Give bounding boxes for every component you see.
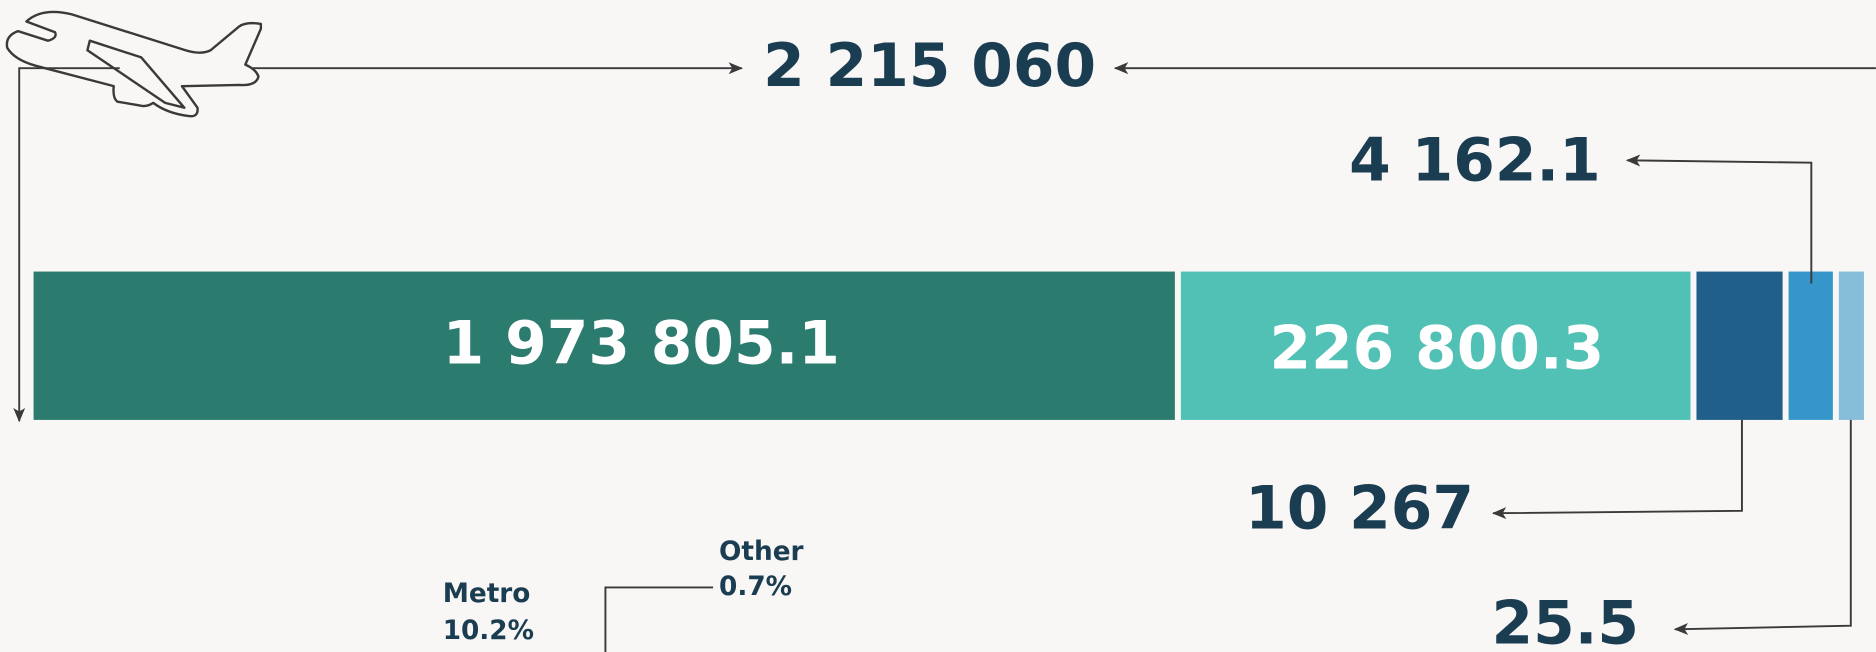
bar-segment bbox=[33, 271, 1175, 420]
segment-label: 25.5 bbox=[1492, 588, 1640, 652]
segment-label: 10 267 bbox=[1245, 474, 1474, 544]
segment-label: 226 800.3 bbox=[1269, 313, 1604, 383]
callout-arrow bbox=[1491, 419, 1743, 520]
callout-arrow bbox=[1625, 154, 1813, 284]
bar-segment bbox=[1180, 271, 1691, 420]
share-name: Metro bbox=[443, 579, 531, 609]
bar-segment bbox=[1838, 271, 1864, 420]
callout-arrow bbox=[1673, 419, 1852, 635]
share-value: 0.7% bbox=[719, 572, 792, 602]
share-leader bbox=[604, 586, 714, 652]
bar-segment bbox=[1696, 271, 1783, 420]
total-arrow-left bbox=[13, 67, 120, 423]
airplane-icon bbox=[5, 10, 263, 118]
segment-label: 1 973 805.1 bbox=[443, 309, 840, 379]
share-value: 10.2% bbox=[443, 616, 534, 646]
total-label: 2 215 060 bbox=[763, 31, 1096, 101]
share-name: Other bbox=[719, 537, 803, 567]
segment-label: 4 162.1 bbox=[1349, 125, 1601, 195]
bar-segment bbox=[1788, 271, 1833, 420]
